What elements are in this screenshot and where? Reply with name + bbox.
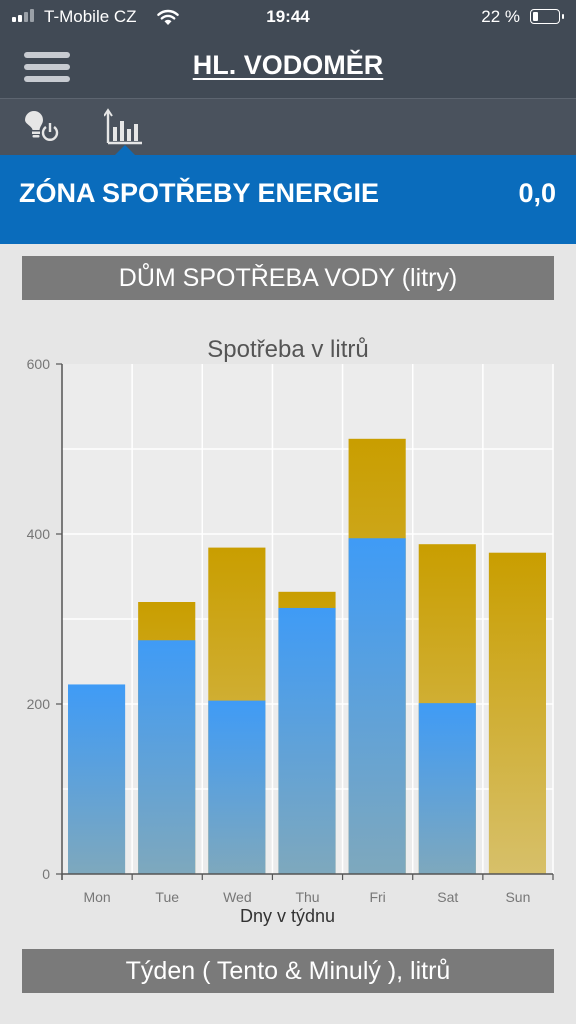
y-tick-label: 600: [27, 356, 51, 372]
x-tick-label: Sat: [437, 889, 458, 905]
chart-svg: Spotřeba v litrů 0 200 400 600 Mon Tue Wed Thu Fr…: [27, 336, 554, 926]
weekly-comparison-header: Týden ( Tento & Minulý ), litrů: [22, 949, 554, 993]
clock-time: 19:44: [266, 7, 310, 26]
bar-current-week: [208, 700, 266, 874]
water-consumption-chart: Spotřeba v litrů 0 200 400 600 Mon Tue Wed Thu Fr…: [0, 320, 576, 940]
x-axis-label: Dny v týdnu: [240, 906, 335, 926]
x-tick-label: Wed: [223, 889, 252, 905]
energy-zone-banner: ZÓNA SPOTŘEBY ENERGIE 0,0: [0, 155, 576, 244]
water-consumption-header: DŮM SPOTŘEBA VODY (litry): [22, 256, 554, 300]
y-tick-label: 0: [42, 866, 50, 882]
x-tick-label: Thu: [295, 889, 319, 905]
x-tick-label: Fri: [369, 889, 385, 905]
battery-percentage: 22 %: [481, 7, 520, 26]
y-tick-label: 400: [27, 526, 51, 542]
chart-title: Spotřeba v litrů: [207, 336, 368, 363]
bar-current-week: [138, 640, 196, 874]
hamburger-menu-icon[interactable]: [24, 52, 70, 82]
carrier-name: T-Mobile CZ: [44, 7, 137, 26]
tab-selection-pointer: [114, 145, 136, 156]
bar-chart-icon: [103, 108, 142, 145]
bar-previous-week: [488, 552, 546, 874]
bar-current-week: [348, 538, 406, 874]
bar-current-week: [278, 607, 336, 874]
x-tick-label: Mon: [83, 889, 110, 905]
page-title: HL. VODOMĚR: [192, 50, 384, 80]
battery-icon: [530, 9, 564, 24]
lightbulb-power-icon: [25, 111, 59, 141]
wifi-icon: [157, 9, 179, 25]
tab-bar: [0, 98, 576, 156]
x-tick-label: Sun: [505, 889, 530, 905]
zone-value: 0,0: [518, 178, 556, 208]
navigation-bar: HL. VODOMĚR: [0, 34, 576, 98]
bar-current-week: [418, 703, 476, 874]
bar-current-week: [68, 684, 126, 874]
y-tick-label: 200: [27, 696, 51, 712]
x-tick-label: Tue: [155, 889, 179, 905]
status-bar: T-Mobile CZ 19:44 22 %: [0, 0, 576, 34]
zone-label: ZÓNA SPOTŘEBY ENERGIE: [19, 178, 380, 208]
tab-chart[interactable]: [103, 107, 148, 147]
tab-power[interactable]: [22, 107, 66, 147]
